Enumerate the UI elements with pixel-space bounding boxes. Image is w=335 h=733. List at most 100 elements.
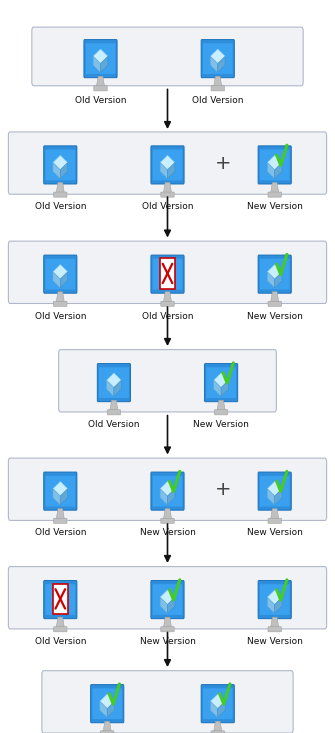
Polygon shape (100, 694, 115, 709)
Polygon shape (160, 590, 175, 605)
FancyBboxPatch shape (153, 476, 182, 507)
FancyBboxPatch shape (107, 410, 121, 415)
FancyBboxPatch shape (258, 581, 291, 619)
Polygon shape (56, 292, 64, 302)
FancyBboxPatch shape (84, 40, 117, 78)
Polygon shape (271, 509, 279, 519)
FancyBboxPatch shape (90, 685, 124, 723)
FancyBboxPatch shape (203, 43, 232, 74)
Polygon shape (160, 155, 175, 170)
FancyBboxPatch shape (97, 364, 131, 402)
FancyBboxPatch shape (211, 86, 224, 91)
FancyBboxPatch shape (161, 627, 174, 632)
Polygon shape (214, 380, 221, 397)
Polygon shape (210, 694, 225, 709)
Polygon shape (267, 155, 282, 170)
Polygon shape (214, 721, 222, 732)
Polygon shape (107, 373, 121, 388)
Polygon shape (107, 380, 114, 397)
FancyBboxPatch shape (161, 518, 174, 523)
Polygon shape (100, 56, 108, 73)
FancyBboxPatch shape (100, 731, 114, 733)
Polygon shape (267, 163, 275, 179)
FancyBboxPatch shape (53, 583, 68, 614)
Polygon shape (160, 597, 168, 614)
Polygon shape (53, 163, 60, 179)
FancyBboxPatch shape (160, 258, 175, 289)
FancyBboxPatch shape (260, 476, 289, 507)
Polygon shape (210, 701, 218, 718)
Polygon shape (221, 380, 228, 397)
Polygon shape (168, 163, 175, 179)
FancyBboxPatch shape (268, 192, 281, 197)
FancyBboxPatch shape (268, 301, 281, 306)
Text: New Version: New Version (247, 312, 303, 320)
FancyBboxPatch shape (260, 150, 289, 180)
FancyBboxPatch shape (268, 518, 281, 523)
Text: Old Version: Old Version (142, 312, 193, 320)
Polygon shape (110, 400, 118, 410)
Text: New Version: New Version (140, 528, 195, 537)
Polygon shape (103, 721, 111, 732)
Text: Old Version: Old Version (192, 96, 244, 105)
Polygon shape (168, 597, 175, 614)
FancyBboxPatch shape (201, 685, 234, 723)
FancyBboxPatch shape (46, 259, 75, 290)
Polygon shape (56, 617, 64, 627)
Text: New Version: New Version (193, 420, 249, 429)
FancyBboxPatch shape (260, 584, 289, 615)
Polygon shape (56, 509, 64, 519)
FancyBboxPatch shape (151, 581, 184, 619)
FancyBboxPatch shape (151, 146, 184, 184)
Polygon shape (267, 265, 282, 279)
Polygon shape (53, 489, 60, 505)
FancyBboxPatch shape (46, 150, 75, 180)
Polygon shape (160, 163, 168, 179)
Polygon shape (218, 701, 225, 718)
FancyBboxPatch shape (201, 40, 234, 78)
FancyBboxPatch shape (8, 241, 327, 303)
Polygon shape (168, 489, 175, 505)
FancyBboxPatch shape (46, 584, 75, 615)
Polygon shape (53, 155, 68, 170)
Polygon shape (275, 597, 282, 614)
FancyBboxPatch shape (8, 567, 327, 629)
Polygon shape (275, 272, 282, 288)
Polygon shape (214, 373, 228, 388)
FancyBboxPatch shape (204, 364, 238, 402)
Polygon shape (93, 56, 100, 73)
FancyBboxPatch shape (258, 255, 291, 293)
FancyBboxPatch shape (54, 301, 67, 306)
FancyBboxPatch shape (151, 255, 184, 293)
Text: Old Version: Old Version (88, 420, 140, 429)
FancyBboxPatch shape (94, 86, 107, 91)
FancyBboxPatch shape (153, 259, 182, 290)
Polygon shape (271, 292, 279, 302)
Polygon shape (100, 701, 107, 718)
Polygon shape (160, 489, 168, 505)
FancyBboxPatch shape (153, 584, 182, 615)
FancyBboxPatch shape (99, 367, 129, 398)
Polygon shape (218, 56, 225, 73)
FancyBboxPatch shape (203, 688, 232, 719)
FancyBboxPatch shape (86, 43, 115, 74)
Text: +: + (214, 480, 231, 499)
FancyBboxPatch shape (206, 367, 236, 398)
Polygon shape (267, 590, 282, 605)
Text: Old Version: Old Version (75, 96, 126, 105)
Polygon shape (267, 482, 282, 496)
Polygon shape (56, 183, 64, 193)
FancyBboxPatch shape (8, 132, 327, 194)
Polygon shape (60, 489, 68, 505)
Text: New Version: New Version (140, 637, 195, 646)
FancyBboxPatch shape (214, 410, 228, 415)
FancyBboxPatch shape (260, 259, 289, 290)
Text: New Version: New Version (247, 202, 303, 211)
Text: New Version: New Version (247, 637, 303, 646)
FancyBboxPatch shape (44, 581, 77, 619)
FancyBboxPatch shape (46, 476, 75, 507)
Polygon shape (60, 163, 68, 179)
Text: Old Version: Old Version (35, 637, 86, 646)
Polygon shape (214, 76, 222, 86)
FancyBboxPatch shape (54, 192, 67, 197)
